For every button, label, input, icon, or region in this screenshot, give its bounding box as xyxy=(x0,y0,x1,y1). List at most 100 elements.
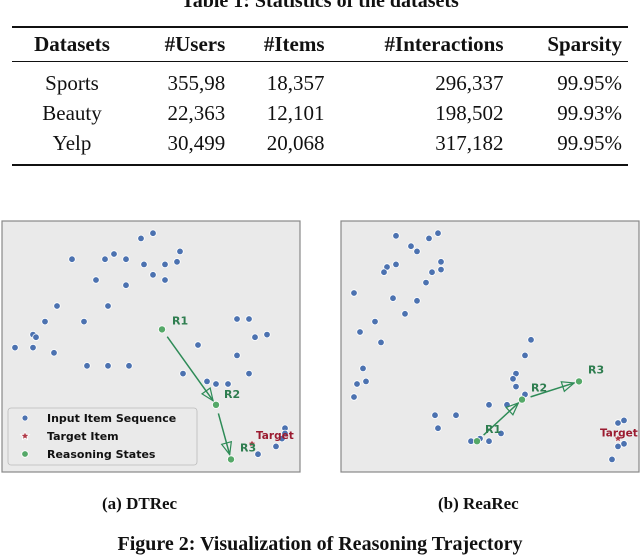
cell: Beauty xyxy=(42,100,102,125)
cell: Sports xyxy=(45,70,99,95)
item-point xyxy=(272,442,280,451)
statistics-table: Datasets #Users #Items #Interactions Spa… xyxy=(12,29,628,158)
item-point xyxy=(452,411,460,419)
item-point xyxy=(509,375,517,383)
subcaption-b: (b) ReaRec xyxy=(438,494,519,513)
table-row: Yelp 30,499 20,068 317,182 99.95% xyxy=(12,128,628,158)
item-point xyxy=(122,255,130,263)
item-point xyxy=(101,255,109,263)
cell: 12,101 xyxy=(266,100,325,125)
reasoning-state-point xyxy=(226,455,235,464)
trajectory-arrow xyxy=(483,402,519,436)
legend-reasoning-marker xyxy=(21,450,29,458)
item-point xyxy=(485,401,493,409)
table-row: Sports 355,98 18,357 296,337 99.95% xyxy=(12,68,628,98)
figure-caption: Figure 2: Visualization of Reasoning Tra… xyxy=(117,533,523,555)
table-caption: Table 1: Statistics of the datasets xyxy=(181,0,459,12)
item-point xyxy=(392,232,400,240)
item-point xyxy=(245,315,253,323)
subcaption-a: (a) DTRec xyxy=(102,494,178,513)
target-star-icon xyxy=(613,433,623,443)
item-point xyxy=(431,411,439,419)
item-point xyxy=(254,450,262,458)
arrowhead-icon xyxy=(220,440,233,457)
arrowhead-icon xyxy=(200,387,214,403)
cell: 30,499 xyxy=(167,130,226,155)
table-header-row: Datasets #Users #Items #Interactions Spa… xyxy=(12,29,628,60)
item-point xyxy=(263,330,271,339)
item-point xyxy=(434,229,442,237)
item-point xyxy=(497,429,505,438)
item-point xyxy=(122,281,130,289)
item-point xyxy=(407,242,415,250)
item-point xyxy=(194,341,202,349)
item-point xyxy=(203,377,211,386)
reasoning-state-point xyxy=(517,395,526,404)
cell: 22,363 xyxy=(167,100,226,125)
item-point xyxy=(161,276,169,284)
item-point xyxy=(359,364,367,373)
item-point xyxy=(53,302,61,310)
item-point xyxy=(179,369,187,378)
item-point xyxy=(281,429,289,438)
trajectory-arrow xyxy=(166,336,214,402)
item-point xyxy=(83,362,91,370)
table-bottom-rule xyxy=(12,164,628,166)
item-point xyxy=(140,260,148,269)
item-point xyxy=(92,276,100,284)
item-point xyxy=(620,440,628,448)
header-datasets: Datasets xyxy=(34,32,110,56)
reasoning-label: R2 xyxy=(224,388,240,401)
cell: 296,337 xyxy=(435,70,504,95)
item-point xyxy=(422,278,430,287)
item-point xyxy=(233,351,241,360)
item-point xyxy=(614,419,622,427)
reasoning-label: R2 xyxy=(531,382,547,395)
item-point xyxy=(149,271,157,279)
legend-label: Target Item xyxy=(47,430,119,443)
item-point xyxy=(362,377,370,386)
item-point xyxy=(353,380,361,388)
reasoning-state-point xyxy=(211,400,220,409)
item-point xyxy=(434,424,442,432)
item-point xyxy=(233,315,241,323)
cell: 99.95% xyxy=(557,130,622,155)
item-point xyxy=(413,297,421,305)
item-point xyxy=(608,455,616,464)
reasoning-state-point xyxy=(157,325,166,334)
item-point xyxy=(428,268,436,276)
legend-target-star-icon xyxy=(19,430,31,441)
item-point xyxy=(80,317,88,326)
item-point xyxy=(350,289,358,297)
target-label: Target xyxy=(600,428,638,440)
cell: Yelp xyxy=(52,130,92,155)
item-point xyxy=(614,442,622,451)
item-point xyxy=(350,393,358,401)
item-point xyxy=(620,416,628,425)
table-row: Beauty 22,363 12,101 198,502 99.93% xyxy=(12,98,628,128)
cell: 198,502 xyxy=(435,100,504,125)
item-point xyxy=(401,310,409,318)
item-point xyxy=(212,380,220,388)
legend-box xyxy=(7,407,198,466)
target-label: Target xyxy=(256,430,294,442)
item-point xyxy=(29,343,37,352)
header-items: #Items xyxy=(263,32,325,56)
item-point xyxy=(11,343,19,352)
legend-label: Reasoning States xyxy=(47,448,156,461)
item-point xyxy=(485,437,493,445)
item-point xyxy=(251,333,259,341)
item-point xyxy=(173,258,181,266)
cell: 317,182 xyxy=(435,130,504,155)
item-point xyxy=(392,260,400,269)
header-interactions: #Interactions xyxy=(384,32,504,56)
cell: 20,068 xyxy=(266,130,325,155)
item-point xyxy=(245,369,253,378)
item-point xyxy=(380,268,388,276)
item-point xyxy=(50,349,58,357)
item-point xyxy=(125,362,133,370)
item-point xyxy=(224,380,232,388)
item-point xyxy=(512,382,520,391)
item-point xyxy=(104,302,112,310)
